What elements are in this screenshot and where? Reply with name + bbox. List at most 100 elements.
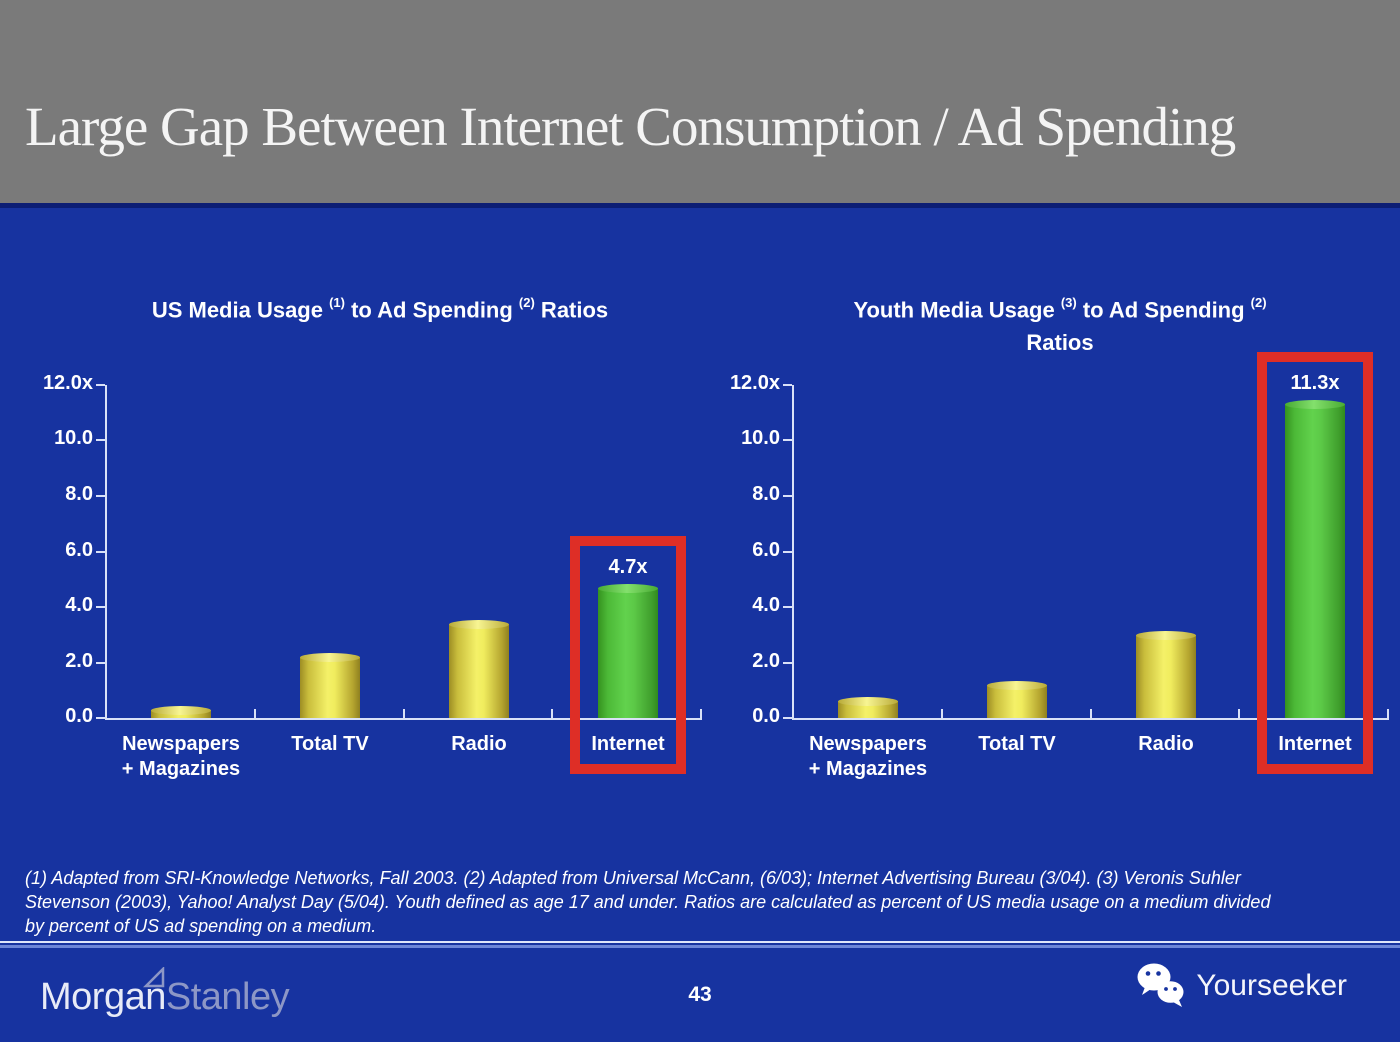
- y-axis-tick: [783, 606, 792, 608]
- y-axis-label: 2.0: [65, 650, 93, 672]
- logo-stanley: Stanley: [165, 976, 290, 1018]
- y-axis-label: 6.0: [65, 539, 93, 561]
- y-axis-label: 6.0: [752, 539, 780, 561]
- category-label-line: Radio: [1138, 733, 1194, 755]
- bar-top-cap: [838, 697, 898, 706]
- wechat-icon: [1137, 963, 1184, 1007]
- category-label-total-tv: Total TV: [932, 732, 1102, 757]
- y-axis-tick: [96, 384, 105, 386]
- divider-line-bottom: [0, 945, 1400, 948]
- y-axis-label: 8.0: [65, 483, 93, 505]
- x-axis: [792, 718, 1389, 720]
- footnote-line: (1) Adapted from SRI-Knowledge Networks,…: [25, 868, 1241, 888]
- bar-value-label: 4.7x: [608, 556, 648, 578]
- bar-top-cap: [300, 653, 360, 662]
- y-axis-label: 0.0: [752, 705, 780, 727]
- y-axis-tick: [96, 439, 105, 441]
- bar-top-cap: [1136, 631, 1196, 640]
- category-label-line: Radio: [451, 733, 507, 755]
- footnote-line: by percent of US ad spending on a medium…: [25, 916, 377, 936]
- highlight-box-internet: [570, 536, 686, 774]
- y-axis-label: 2.0: [752, 650, 780, 672]
- bar-top-cap: [1285, 400, 1345, 409]
- watermark: Yourseeker: [1135, 962, 1347, 1010]
- x-axis-tick: [403, 709, 405, 718]
- y-axis-label: 0.0: [65, 705, 93, 727]
- bar-radio: [449, 620, 509, 718]
- category-label-total-tv: Total TV: [245, 732, 415, 757]
- footnote-line: Stevenson (2003), Yahoo! Analyst Day (5/…: [25, 892, 1271, 912]
- category-label-line: Total TV: [978, 733, 1056, 755]
- slide-header: Large Gap Between Internet Consumption /…: [0, 0, 1400, 203]
- chart-youth-media-usage: Youth Media Usage (3) to Ad Spending (2)…: [730, 286, 1389, 846]
- bar-top-cap: [449, 620, 509, 629]
- y-axis-label: 12.0x: [729, 372, 780, 394]
- x-axis-tick: [254, 709, 256, 718]
- logo-morgan: Morgan: [40, 976, 166, 1018]
- category-label-line: Newspapers: [122, 733, 240, 755]
- bar-internet: [598, 584, 658, 718]
- bar-newspapers-magazines: [151, 706, 211, 718]
- category-label-line: + Magazines: [808, 758, 928, 780]
- bar-internet: [1285, 400, 1345, 718]
- y-axis-label: 4.0: [752, 594, 780, 616]
- category-label-line: + Magazines: [121, 758, 241, 780]
- y-axis: [792, 385, 794, 720]
- x-axis-tick: [1090, 709, 1092, 718]
- category-label-newspapers-magazines: Newspapers + Magazines: [783, 732, 953, 782]
- bar-total-tv: [987, 681, 1047, 718]
- category-label-line: Internet: [591, 733, 665, 755]
- chart-us-media-usage: US Media Usage (1) to Ad Spending (2) Ra…: [40, 286, 720, 846]
- category-label-line: Total TV: [291, 733, 369, 755]
- header-divider: [0, 203, 1400, 208]
- y-axis-label: 10.0: [54, 427, 93, 449]
- y-axis-tick: [783, 662, 792, 664]
- bar-top-cap: [151, 706, 211, 715]
- morgan-stanley-logo: MorganStanley: [40, 967, 290, 1019]
- y-axis-tick: [783, 495, 792, 497]
- bar-value-label: 11.3x: [1290, 372, 1340, 394]
- chart-title: Youth Media Usage (3) to Ad Spending (2)…: [853, 295, 1267, 356]
- y-axis-tick: [96, 717, 105, 719]
- watermark-label: Yourseeker: [1196, 969, 1347, 1002]
- chart-title: US Media Usage (1) to Ad Spending (2) Ra…: [151, 295, 609, 323]
- category-label-internet: Internet: [543, 732, 713, 757]
- y-axis-tick: [783, 439, 792, 441]
- bar-top-cap: [598, 584, 658, 593]
- y-axis-tick: [96, 606, 105, 608]
- plot-area: 12.0x 10.0 8.0 6.0 4.0 2.0 0.0 Newspapers + Maga…: [43, 372, 702, 780]
- x-axis-tick: [700, 709, 702, 718]
- y-axis-tick: [783, 717, 792, 719]
- category-label-line: Newspapers: [809, 733, 927, 755]
- highlight-box-internet: [1257, 352, 1373, 774]
- x-axis: [105, 718, 702, 720]
- y-axis-tick: [783, 551, 792, 553]
- footnote: (1) Adapted from SRI-Knowledge Networks,…: [25, 866, 1390, 938]
- x-axis-tick: [1387, 709, 1389, 718]
- divider-line-top: [0, 941, 1400, 943]
- x-axis-tick: [551, 709, 553, 718]
- category-label-radio: Radio: [1081, 732, 1251, 757]
- y-axis-tick: [96, 495, 105, 497]
- page-number: 43: [688, 983, 712, 1006]
- category-label-radio: Radio: [394, 732, 564, 757]
- y-axis-tick: [96, 662, 105, 664]
- x-axis-tick: [1238, 709, 1240, 718]
- y-axis-label: 10.0: [741, 427, 780, 449]
- slide-title: Large Gap Between Internet Consumption /…: [25, 96, 1236, 157]
- y-axis-label: 12.0x: [42, 372, 93, 394]
- bar-top-cap: [987, 681, 1047, 690]
- bar-newspapers-magazines: [838, 697, 898, 718]
- plot-area: 12.0x 10.0 8.0 6.0 4.0 2.0 0.0 Newspapers + Maga…: [730, 352, 1389, 780]
- bar-radio: [1136, 631, 1196, 718]
- y-axis-label: 4.0: [65, 594, 93, 616]
- category-label-internet: Internet: [1230, 732, 1400, 757]
- y-axis-tick: [783, 384, 792, 386]
- category-label-line: Internet: [1278, 733, 1352, 755]
- category-label-newspapers-magazines: Newspapers + Magazines: [96, 732, 266, 782]
- y-axis-tick: [96, 551, 105, 553]
- triangle-flag-icon: [143, 967, 165, 988]
- y-axis-label: 8.0: [752, 483, 780, 505]
- y-axis: [105, 385, 107, 720]
